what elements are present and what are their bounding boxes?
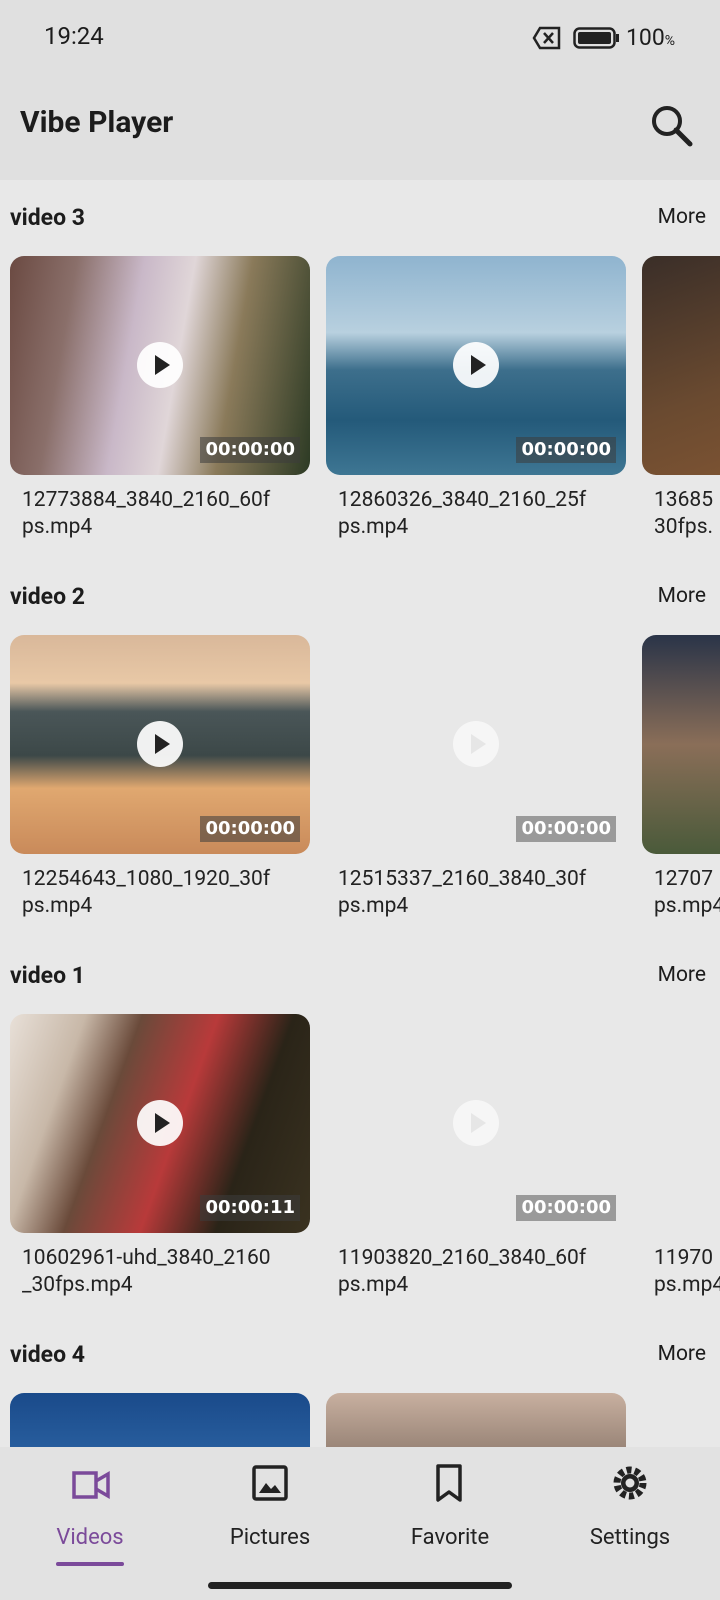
file-name: ps.mp4 [338, 515, 409, 539]
play-icon [453, 1100, 499, 1146]
nav-label: Favorite [410, 1525, 490, 1550]
file-name: 10602961-uhd_3840_2160 [22, 1246, 271, 1270]
search-button[interactable] [648, 102, 696, 150]
video-thumbnail[interactable]: 00:00:00 [326, 1014, 626, 1233]
file-name: 12773884_3840_2160_60f [22, 488, 271, 512]
duration: 00:00:00 [516, 1195, 616, 1221]
file-name: _30fps.mp4 [22, 1273, 133, 1297]
file-name: 12707 [654, 867, 714, 891]
video-thumbnail[interactable]: 00:00:00 [326, 256, 626, 475]
clock: 19:24 [44, 22, 104, 50]
file-name: ps.mp4 [654, 1273, 720, 1297]
battery-level: 100% [626, 24, 675, 51]
file-name: ps.mp4 [22, 515, 93, 539]
video-thumbnail[interactable] [642, 256, 720, 475]
video-thumbnail[interactable] [326, 1393, 626, 1447]
duration: 00:00:00 [516, 816, 616, 842]
active-indicator [56, 1562, 124, 1566]
battery-icon [573, 27, 619, 49]
status-bar: 19:24 100% [0, 0, 720, 80]
duration: 00:00:00 [516, 437, 616, 463]
sim-icon [532, 26, 561, 50]
file-name: 11903820_2160_3840_60f [338, 1246, 587, 1270]
battery-percent: % [664, 33, 676, 49]
video-thumbnail[interactable]: 00:00:11 [10, 1014, 310, 1233]
app-title: Vibe Player [20, 105, 174, 140]
nav-item[interactable]: Favorite [360, 1447, 540, 1600]
more-button[interactable]: More [657, 1342, 706, 1366]
file-name: 30fps. [654, 515, 714, 539]
nav-item[interactable]: Pictures [180, 1447, 360, 1600]
nav-item[interactable]: Videos [0, 1447, 180, 1600]
file-name: 12515337_2160_3840_30f [338, 867, 587, 891]
nav-icon [70, 1463, 110, 1503]
bottom-nav: Videos Pictures Favorite Settings [0, 1447, 720, 1600]
duration: 00:00:11 [200, 1195, 300, 1221]
video-thumbnail[interactable] [10, 1393, 310, 1447]
app-bar: Vibe Player [0, 80, 720, 180]
play-icon [453, 721, 499, 767]
file-name: 13685 [654, 488, 714, 512]
file-name: 11970 [654, 1246, 714, 1270]
file-name: ps.mp4 [22, 894, 93, 918]
video-thumbnail[interactable]: 00:00:00 [326, 635, 626, 854]
battery-value: 100 [626, 24, 665, 51]
play-icon [137, 721, 183, 767]
nav-icon [250, 1463, 290, 1503]
nav-label: Pictures [229, 1525, 311, 1550]
file-name: ps.mp4 [338, 894, 409, 918]
file-name: ps.mp4 [654, 894, 720, 918]
more-button[interactable]: More [657, 963, 706, 987]
duration: 00:00:00 [200, 437, 300, 463]
file-name: 12254643_1080_1920_30f [22, 867, 271, 891]
nav-label: Videos [56, 1525, 124, 1550]
nav-item[interactable]: Settings [540, 1447, 720, 1600]
nav-icon [610, 1463, 650, 1503]
section-title: video 3 [10, 204, 85, 231]
home-indicator [208, 1582, 512, 1589]
video-thumbnail[interactable]: 00:00:00 [10, 635, 310, 854]
nav-label: Settings [589, 1525, 671, 1550]
play-icon [453, 342, 499, 388]
more-button[interactable]: More [657, 205, 706, 229]
file-name: 12860326_3840_2160_25f [338, 488, 587, 512]
nav-icon [430, 1463, 470, 1503]
video-thumbnail[interactable] [642, 635, 720, 854]
more-button[interactable]: More [657, 584, 706, 608]
file-name: ps.mp4 [338, 1273, 409, 1297]
duration: 00:00:00 [200, 816, 300, 842]
section-title: video 2 [10, 583, 85, 610]
content: video 3 More 00:00:00 12773884_3840_2160_60… [0, 180, 720, 1447]
section-title: video 1 [10, 962, 85, 989]
video-thumbnail[interactable] [642, 1014, 720, 1233]
video-thumbnail[interactable]: 00:00:00 [10, 256, 310, 475]
play-icon [137, 342, 183, 388]
section-title: video 4 [10, 1341, 85, 1368]
play-icon [137, 1100, 183, 1146]
